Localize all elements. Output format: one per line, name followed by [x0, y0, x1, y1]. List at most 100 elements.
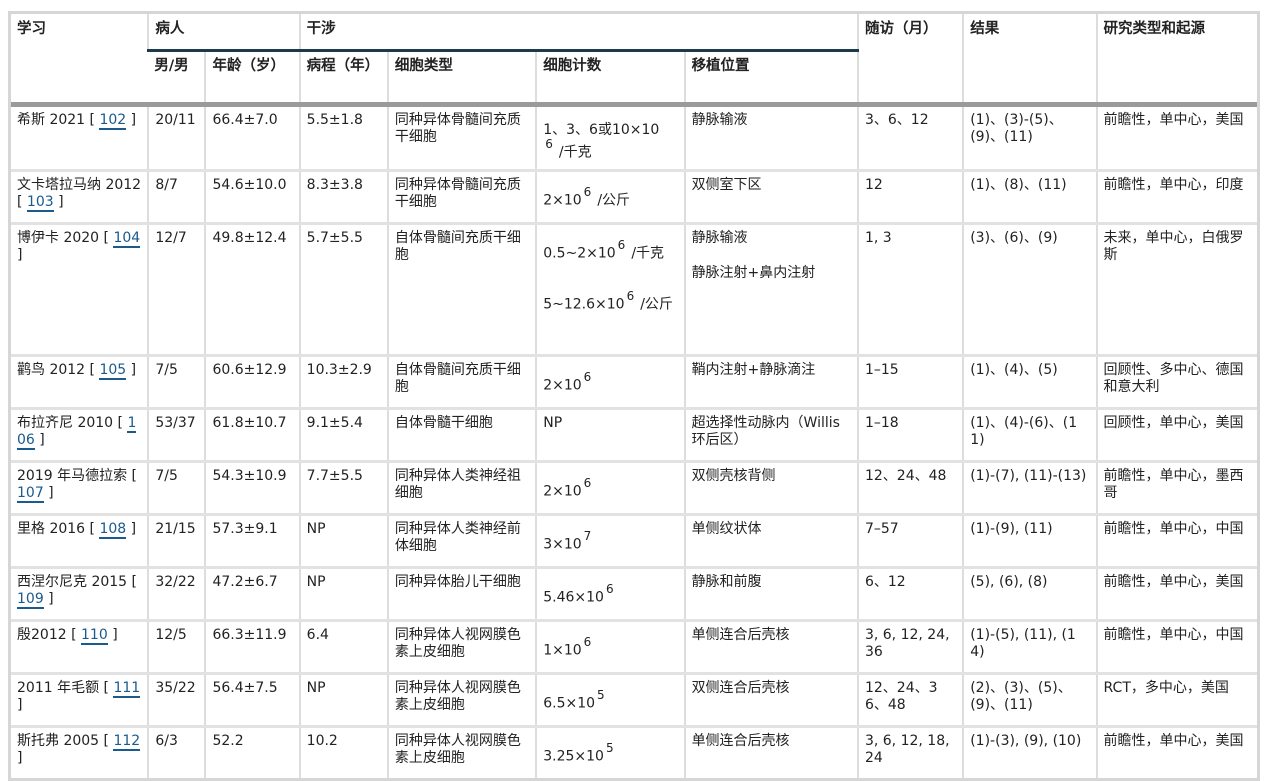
reference-link[interactable]: 109 [17, 591, 44, 609]
table-row: 鹳鸟 2012 [ 105 ] 7/5 60.6±12.9 10.3±2.9 自体骨髓间… [11, 355, 1257, 409]
cell-study-type: 前瞻性，单中心，印度 [1095, 170, 1257, 224]
header-study-type: 研究类型和起源 [1095, 14, 1257, 105]
cell-follow-up: 3、6、12 [856, 104, 964, 171]
cell-count-unit: /千克 [558, 144, 592, 161]
cell-site: 双侧连合后壳核 [683, 673, 858, 727]
cell-sex: 53/37 [147, 408, 206, 462]
cell-course: 6.4 [298, 620, 388, 674]
cell-cell-type: 同种异体人视网膜色素上皮细胞 [386, 726, 537, 778]
cell-count-value: 5~12.6×106/公斤 [543, 289, 677, 314]
study-name: 里格 2016 [17, 521, 86, 537]
cell-sex: 7/5 [147, 355, 206, 409]
cell-count-value: 3.25×105 [543, 741, 677, 766]
cell-count-exponent: 6 [583, 185, 592, 199]
cell-sex: 12/7 [147, 223, 206, 356]
cell-cell-type: 同种异体人类神经前体细胞 [386, 514, 537, 568]
cell-cell-type: 同种异体人视网膜色素上皮细胞 [386, 620, 537, 674]
reference-link[interactable]: 102 [99, 112, 127, 130]
cell-cell-count: 2×106 [535, 355, 685, 409]
reference-link[interactable]: 106 [17, 415, 137, 450]
cell-study: 西涅尔尼克 2015 [ 109 ] [17, 574, 138, 609]
cell-age: 54.3±10.9 [204, 461, 300, 515]
table-row: 博伊卡 2020 [ 104 ] 12/7 49.8±12.4 5.7±5.5 自体骨髓… [11, 223, 1257, 356]
cell-count-value: NP [543, 415, 677, 432]
cell-cell-count: 3.25×105 [535, 726, 685, 778]
cell-results: (1)-(7), (11)-(13) [962, 461, 1097, 515]
cell-follow-up: 12、24、36、48 [856, 673, 964, 727]
reference-link[interactable]: 105 [99, 362, 127, 380]
reference-link[interactable]: 107 [17, 485, 44, 503]
cell-age: 56.4±7.5 [204, 673, 300, 727]
reference-link[interactable]: 112 [113, 733, 141, 751]
reference-link[interactable]: 104 [113, 230, 141, 248]
cell-site: 单侧纹状体 [683, 514, 858, 568]
cell-cell-count: NP [535, 408, 685, 462]
cell-age: 66.4±7.0 [204, 104, 300, 171]
cell-age: 61.8±10.7 [204, 408, 300, 462]
cell-age: 66.3±11.9 [204, 620, 300, 674]
cell-results: (3)、(6)、(9) [962, 223, 1097, 356]
cell-age: 47.2±6.7 [204, 567, 300, 621]
site-value: 静脉输液 [691, 112, 748, 128]
cell-sex: 6/3 [147, 726, 206, 778]
reference-link[interactable]: 110 [81, 627, 108, 645]
table-row: 布拉齐尼 2010 [ 106 ] 53/37 61.8±10.7 9.1±5.4 自体… [11, 408, 1257, 462]
cell-follow-up: 7–57 [856, 514, 964, 568]
cell-count-exponent: 7 [583, 529, 592, 543]
reference-link[interactable]: 111 [113, 680, 141, 698]
cell-age: 57.3±9.1 [204, 514, 300, 568]
header-site: 移植位置 [683, 50, 858, 105]
cell-study: 里格 2016 [ 108 ] [17, 521, 137, 539]
header-sex: 男/男 [154, 58, 189, 74]
site-value: 双侧壳核背侧 [691, 468, 776, 484]
cell-count-base: NP [543, 415, 563, 431]
cell-count-exponent: 6 [545, 137, 553, 151]
cell-study: 2019 年马德拉索 [ 107 ] [17, 468, 138, 503]
cell-cell-count: 1×106 [535, 620, 685, 674]
reference-link[interactable]: 108 [99, 521, 127, 539]
cell-study-type: 前瞻性，单中心，美国 [1095, 726, 1257, 778]
cell-cell-count: 3×107 [535, 514, 685, 568]
study-name: 斯托弗 2005 [17, 733, 100, 749]
study-name: 希斯 2021 [17, 112, 86, 128]
study-name: 殷2012 [17, 627, 67, 643]
header-follow-up: 随访（月） [856, 14, 964, 105]
cell-cell-count: 0.5~2×106/千克 5~12.6×106/公斤 [535, 223, 685, 356]
cell-age: 49.8±12.4 [204, 223, 300, 356]
cell-count-value: 1、3、6或10×106/千克 [543, 122, 677, 162]
cell-cell-type: 自体骨髓间充质干细胞 [386, 223, 537, 356]
cell-follow-up: 1, 3 [856, 223, 964, 356]
cell-site: 静脉输液 静脉注射+鼻内注射 [683, 223, 858, 356]
cell-results: (1)-(3), (9), (10) [962, 726, 1097, 778]
study-name: 文卡塔拉马纳 2012 [17, 177, 142, 193]
reference-link[interactable]: 103 [26, 194, 54, 212]
cell-follow-up: 12 [856, 170, 964, 224]
cell-course: NP [298, 514, 388, 568]
cell-cell-count: 1、3、6或10×106/千克 [535, 104, 685, 171]
cell-results: (1)-(9), (11) [962, 514, 1097, 568]
cell-count-base: 2×10 [543, 192, 582, 209]
cell-count-exponent: 5 [597, 688, 605, 702]
cell-cell-type: 自体骨髓间充质干细胞 [386, 355, 537, 409]
site-value: 静脉注射+鼻内注射 [691, 265, 816, 281]
cell-study-type: 前瞻性，单中心，美国 [1095, 567, 1257, 621]
cell-study-type: 前瞻性，单中心，中国 [1095, 514, 1257, 568]
cell-site: 双侧室下区 [683, 170, 858, 224]
cell-follow-up: 12、24、48 [856, 461, 964, 515]
cell-count-base: 2×10 [543, 377, 582, 394]
cell-course: NP [298, 673, 388, 727]
cell-count-base: 0.5~2×10 [543, 245, 616, 262]
site-value: 双侧连合后壳核 [691, 680, 790, 696]
cell-site: 单侧连合后壳核 [683, 620, 858, 674]
cell-sex: 35/22 [147, 673, 206, 727]
cell-count-value: 2×106/公斤 [543, 185, 677, 210]
study-name: 博伊卡 2020 [17, 230, 100, 246]
cell-course: 8.3±3.8 [298, 170, 388, 224]
cell-results: (2)、(3)、(5)、(9)、(11) [962, 673, 1097, 727]
header-study: 学习 [17, 21, 46, 37]
table-row: 里格 2016 [ 108 ] 21/15 57.3±9.1 NP 同种异体人类神经前体… [11, 514, 1257, 568]
cell-count-value: 2×106 [543, 476, 677, 501]
spacer [692, 247, 851, 265]
cell-follow-up: 3, 6, 12, 18, 24 [856, 726, 964, 778]
site-value: 鞘内注射+静脉滴注 [691, 362, 816, 378]
